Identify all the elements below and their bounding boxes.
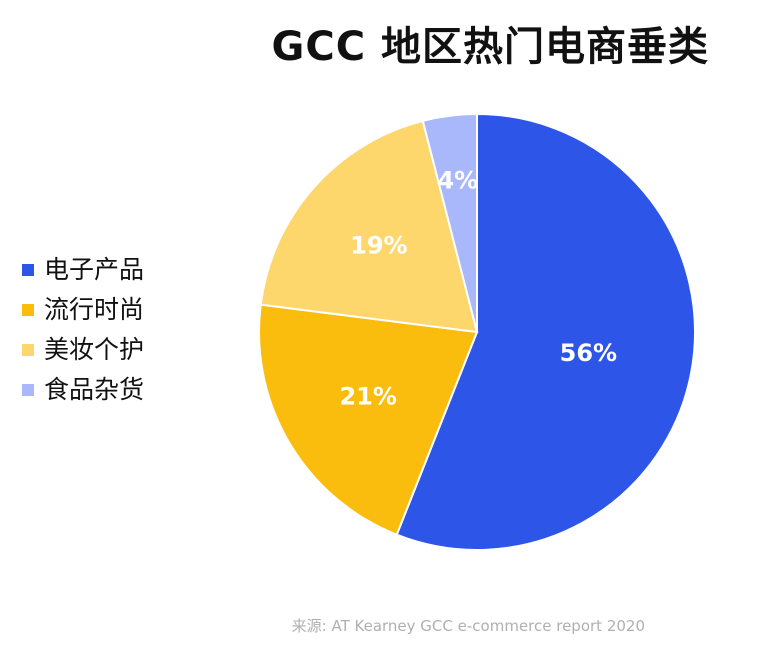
legend-swatch — [22, 384, 34, 396]
pie-slice-4 — [421, 112, 478, 333]
pie-slices — [258, 112, 696, 551]
legend-swatch — [22, 264, 34, 276]
legend-label: 电子产品 — [44, 255, 145, 284]
slice-value-label: 4% — [437, 167, 478, 195]
pie-labels: 56% 21% 19% 4% — [339, 167, 617, 411]
source-note: 来源: AT Kearney GCC e-commerce report 202… — [291, 617, 645, 635]
legend-swatch — [22, 304, 34, 316]
legend-label: 食品杂货 — [44, 375, 145, 404]
legend-item: 电子产品 — [22, 256, 144, 284]
pie-slice-1 — [395, 112, 696, 551]
legend-item: 食品杂货 — [22, 376, 144, 404]
legend-item: 流行时尚 — [22, 296, 144, 324]
slice-value-label: 21% — [339, 382, 396, 410]
legend-label: 美妆个护 — [44, 335, 145, 364]
legend-item: 美妆个护 — [22, 336, 144, 364]
legend: 电子产品流行时尚美妆个护食品杂货 — [22, 256, 144, 404]
slice-value-label: 56% — [560, 339, 617, 367]
chart-title: GCC 地区热门电商垂类 — [271, 24, 709, 70]
pie-slice-2 — [258, 303, 479, 536]
pie-slice-3 — [259, 119, 479, 334]
legend-label: 流行时尚 — [44, 295, 145, 324]
legend-swatch — [22, 344, 34, 356]
slice-value-label: 19% — [350, 232, 407, 260]
